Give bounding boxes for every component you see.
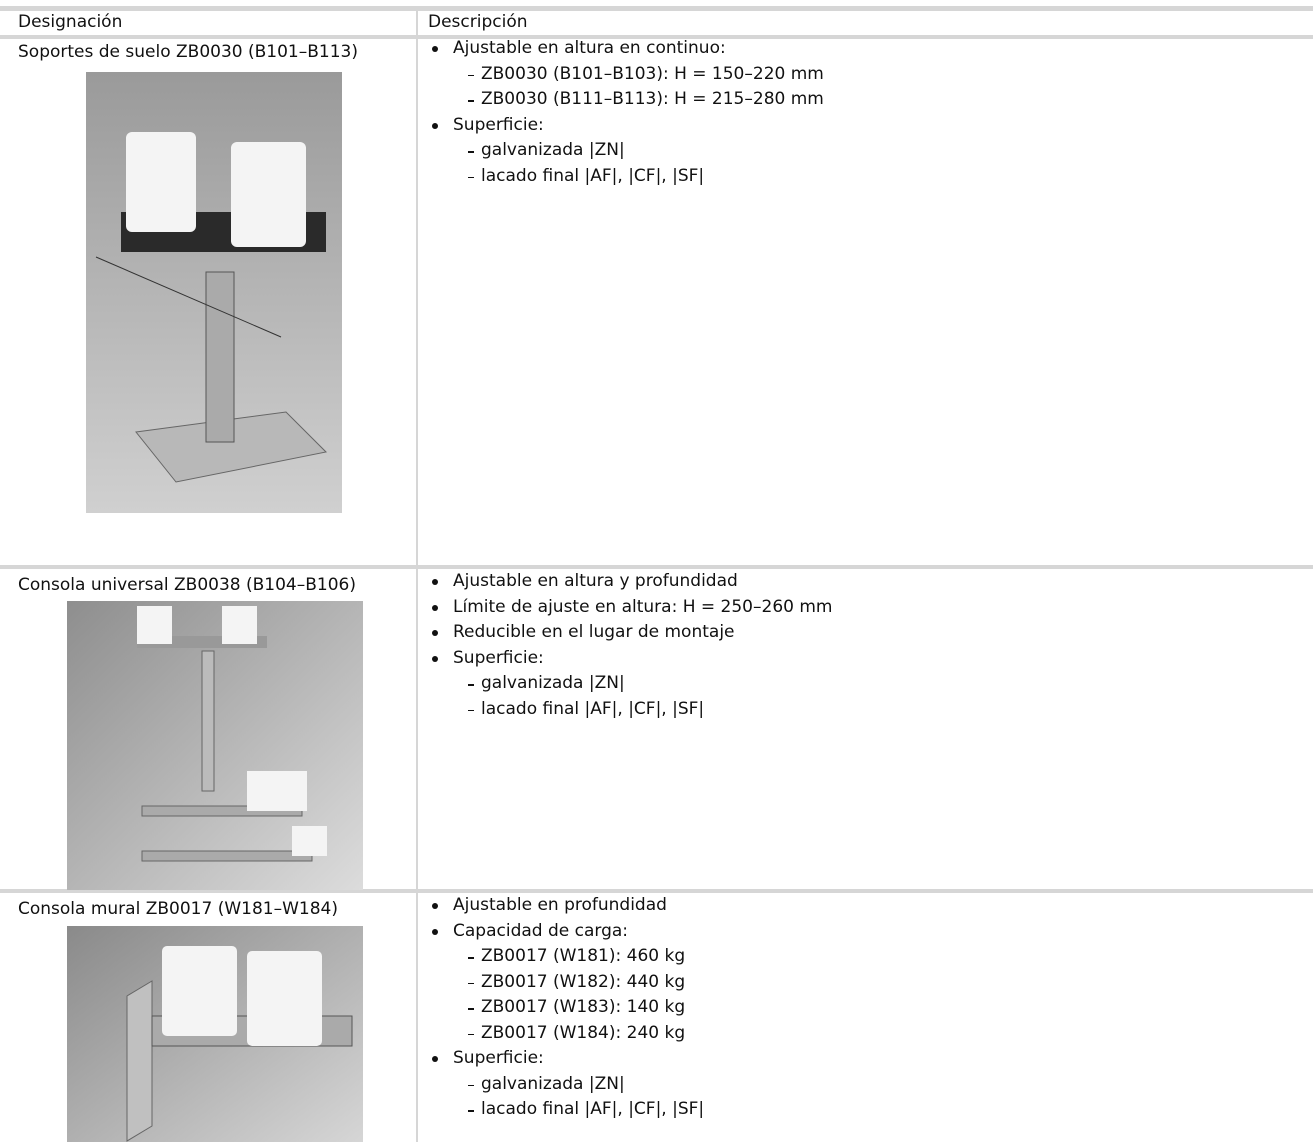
sub-item-text: ZB0017 (W184): 240 kg [481,1022,686,1043]
dash-marker [468,957,474,959]
bullet-marker [432,604,438,611]
product-photo [67,926,363,1142]
designation: Consola universal ZB0038 (B104–B106) [18,575,356,595]
dash-marker [468,151,474,153]
bullet-text: Superficie: [453,114,544,135]
dash-marker [468,100,474,102]
column-rule [416,11,418,1142]
bullet-text: Ajustable en altura en continuo: [453,38,726,58]
bullet-text: Ajustable en profundidad [453,895,667,915]
dash-marker [468,709,474,711]
sub-item-text: lacado final |AF|, |CF|, |SF| [481,165,705,186]
sub-item-text: ZB0017 (W182): 440 kg [481,971,686,992]
bullet-text: Superficie: [453,647,544,668]
product-photo [67,601,363,890]
dash-marker [468,684,474,686]
dash-marker [468,982,474,984]
bullet-text: Superficie: [453,1048,544,1068]
bullet-text: Ajustable en altura y profundidad [453,571,738,591]
sub-item-text: ZB0017 (W181): 460 kg [481,946,686,966]
sub-item-text: lacado final |AF|, |CF|, |SF| [481,698,705,719]
sub-item-text: lacado final |AF|, |CF|, |SF| [481,1099,705,1119]
sub-item-text: ZB0030 (B111–B113): H = 215–280 mm [481,89,824,109]
bullet-marker [432,903,438,909]
bullet-marker [432,630,438,636]
dash-marker [468,1033,474,1035]
dash-marker [468,1008,474,1010]
sub-item-text: galvanizada |ZN| [481,673,625,693]
bullet-text: Reducible en el lugar de montaje [453,622,735,642]
bullet-text: Capacidad de carga: [453,920,629,941]
bullet-marker [432,579,438,585]
designation: Soportes de suelo ZB0030 (B101–B113) [18,42,358,62]
header-cell: Descripción [428,12,528,32]
dash-marker [468,1084,474,1086]
dash-marker [468,176,474,178]
dash-marker [468,74,474,76]
sub-item-text: ZB0030 (B101–B103): H = 150–220 mm [481,63,824,84]
top-rule [0,6,1313,11]
product-photo [86,72,342,513]
designation: Consola mural ZB0017 (W181–W184) [18,899,338,919]
bullet-marker [432,1056,438,1062]
bullet-marker [432,122,438,129]
sub-item-text: galvanizada |ZN| [481,140,625,160]
bullet-marker [432,46,438,52]
sub-item-text: galvanizada |ZN| [481,1073,625,1094]
bullet-text: Límite de ajuste en altura: H = 250–260 … [453,596,833,617]
row-rule [0,565,1313,569]
sub-item-text: ZB0017 (W183): 140 kg [481,997,686,1017]
row-rule [0,889,1313,893]
dash-marker [468,1110,474,1112]
header-cell: Designación [18,12,123,32]
bullet-marker [432,655,438,662]
header-rule [0,35,1313,39]
bullet-marker [432,928,438,935]
